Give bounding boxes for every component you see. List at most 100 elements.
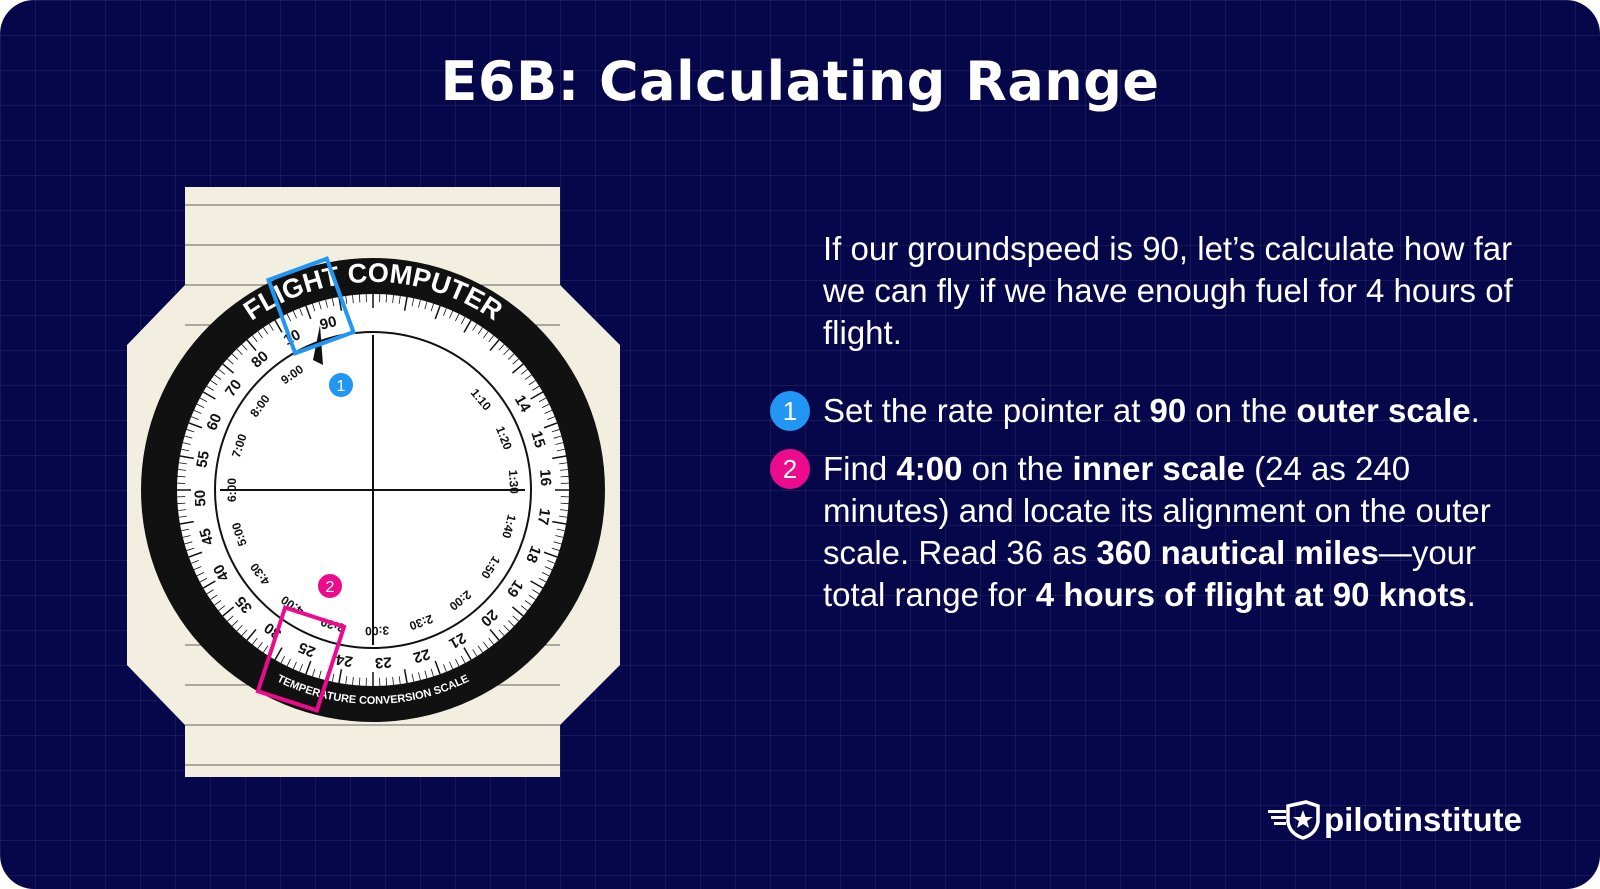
scale-tick [455, 313, 460, 322]
marker-2-badge [316, 572, 344, 600]
dial-number: 1:40 [499, 513, 519, 540]
scale-tick [538, 397, 547, 403]
scale-tick [318, 301, 322, 310]
scale-tick [178, 462, 187, 465]
scale-tick [532, 385, 540, 391]
dial-number: 16 [536, 469, 554, 487]
scale-tick [241, 344, 248, 351]
scale-tick [199, 397, 208, 403]
scale-tick [196, 572, 205, 577]
scale-tick [424, 301, 428, 310]
scale-tick [231, 620, 239, 627]
scale-tick [227, 358, 234, 365]
dial-number: 14 [511, 392, 534, 416]
scale-tick [325, 299, 328, 308]
scale-tick [483, 641, 489, 649]
scale-tick [177, 475, 186, 478]
scale-tick [286, 658, 291, 667]
scale-tick [553, 541, 562, 545]
dial-number: 18 [522, 543, 544, 565]
scale-tick [202, 580, 216, 589]
scale-tick [178, 509, 187, 511]
scale-tick [268, 323, 274, 331]
scale-tick [191, 560, 199, 564]
scale-tick [503, 348, 510, 356]
dial-number: 60 [203, 411, 225, 433]
logo-text: pilotinstitute [1324, 801, 1522, 838]
scale-tick [193, 409, 202, 414]
scale-tick [191, 416, 199, 420]
scale-tick [472, 649, 478, 657]
scale-tick [318, 670, 322, 679]
scale-tick [206, 385, 214, 391]
dial-number: 22 [411, 645, 432, 666]
scale-tick [443, 308, 447, 316]
scale-tick [385, 294, 388, 303]
scale-tick [434, 660, 441, 675]
scale-tick [463, 319, 472, 333]
scale-tick [338, 296, 343, 311]
scale-tick [179, 455, 194, 460]
scale-tick [524, 600, 532, 606]
scale-tick [218, 369, 226, 375]
scale-tick [528, 380, 536, 386]
scale-tick [184, 541, 193, 545]
scale-tick [299, 664, 303, 672]
dial-number: 23 [374, 653, 392, 671]
scale-tick [507, 620, 515, 627]
dial-number: 17 [534, 507, 553, 526]
scale-tick [430, 303, 434, 312]
scale-tick [559, 509, 568, 511]
scale-tick [184, 435, 193, 439]
scale-tick [551, 547, 560, 551]
dial-number: 25 [296, 638, 318, 660]
scale-tick [186, 547, 195, 551]
scale-tick [263, 645, 269, 653]
scale-tick [210, 594, 218, 600]
scale-tick [188, 551, 203, 558]
step-2-text: Find 4:00 on the inner scale (24 as 240 … [823, 450, 1491, 613]
scale-tick [532, 589, 540, 595]
scale-tick [430, 668, 434, 677]
dial-number: 24 [334, 650, 354, 670]
scale-tick [418, 672, 421, 681]
scale-tick [280, 655, 286, 664]
scale-tick [424, 670, 428, 679]
scale-tick [512, 358, 519, 365]
scale-tick [520, 605, 528, 611]
scale-tick [551, 429, 560, 433]
scale-tick [418, 299, 421, 308]
dial-number: 90 [318, 313, 339, 334]
scale-tick [305, 660, 312, 675]
scale-tick [345, 676, 348, 685]
scale-tick [403, 296, 408, 311]
scale-tick [488, 335, 494, 343]
scale-tick [312, 303, 316, 312]
scale-tick [544, 409, 553, 414]
scale-tick [252, 637, 258, 645]
scale-tick [241, 629, 248, 636]
scale-tick [338, 669, 343, 684]
scale-tick [449, 310, 454, 319]
intro-text: If our groundspeed is 90, let’s calculat… [823, 230, 1513, 351]
scale-tick [188, 422, 203, 429]
marker-1-badge [327, 371, 355, 399]
scale-tick [182, 535, 191, 538]
scale-tick [286, 313, 291, 322]
scale-tick [186, 429, 195, 433]
scale-tick [524, 374, 532, 380]
scale-tick [222, 363, 235, 374]
scale-tick [292, 310, 297, 319]
dial-number: 15 [527, 429, 548, 450]
scale-tick [559, 469, 568, 471]
scale-tick [538, 577, 547, 583]
dial-number: 45 [196, 526, 217, 547]
scale-tick [181, 528, 190, 532]
scale-tick [403, 669, 408, 684]
scale-tick [392, 676, 394, 685]
scale-tick [292, 661, 297, 670]
scale-tick [488, 637, 494, 645]
scale-tick [449, 661, 454, 670]
scale-tick [305, 305, 312, 320]
scale-tick [559, 462, 568, 465]
